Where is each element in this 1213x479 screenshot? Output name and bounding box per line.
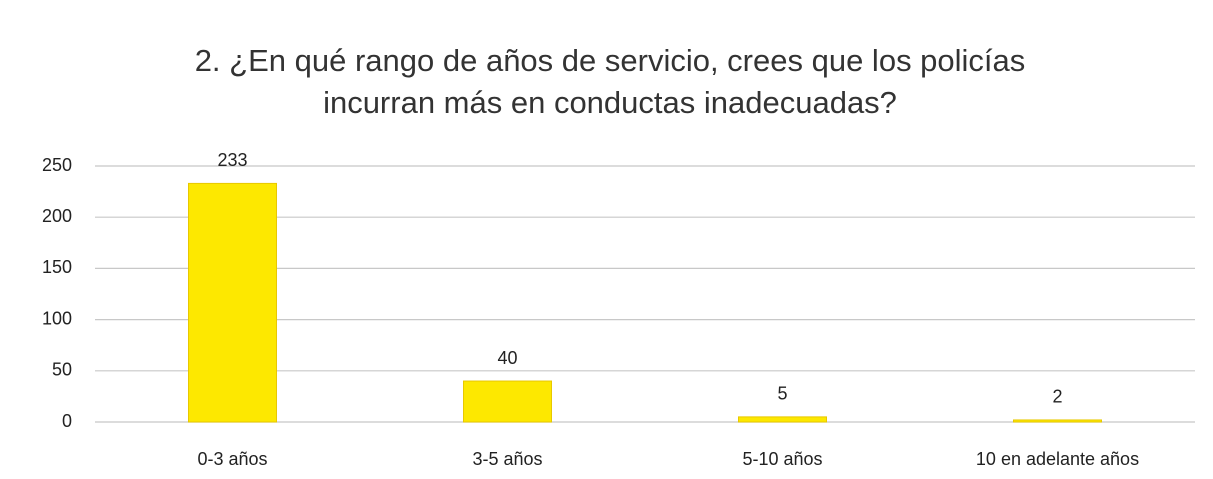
y-tick-label: 0 [62,411,72,431]
bar [738,416,827,423]
bar [1013,419,1102,423]
data-label: 5 [777,384,787,404]
bar [463,380,552,423]
data-label: 40 [497,348,517,368]
data-label: 233 [217,150,247,170]
x-tick-label: 10 en adelante años [976,449,1139,469]
y-tick-label: 50 [52,360,72,380]
y-tick-label: 250 [42,155,72,175]
x-tick-label: 3-5 años [472,449,542,469]
x-tick-label: 5-10 años [742,449,822,469]
y-tick-label: 100 [42,308,72,328]
chart-title: 2. ¿En qué rango de años de servicio, cr… [194,43,1026,120]
y-tick-label: 150 [42,257,72,277]
bar [188,182,277,423]
x-tick-label: 0-3 años [197,449,267,469]
data-label: 2 [1052,387,1062,407]
y-tick-label: 200 [42,206,72,226]
